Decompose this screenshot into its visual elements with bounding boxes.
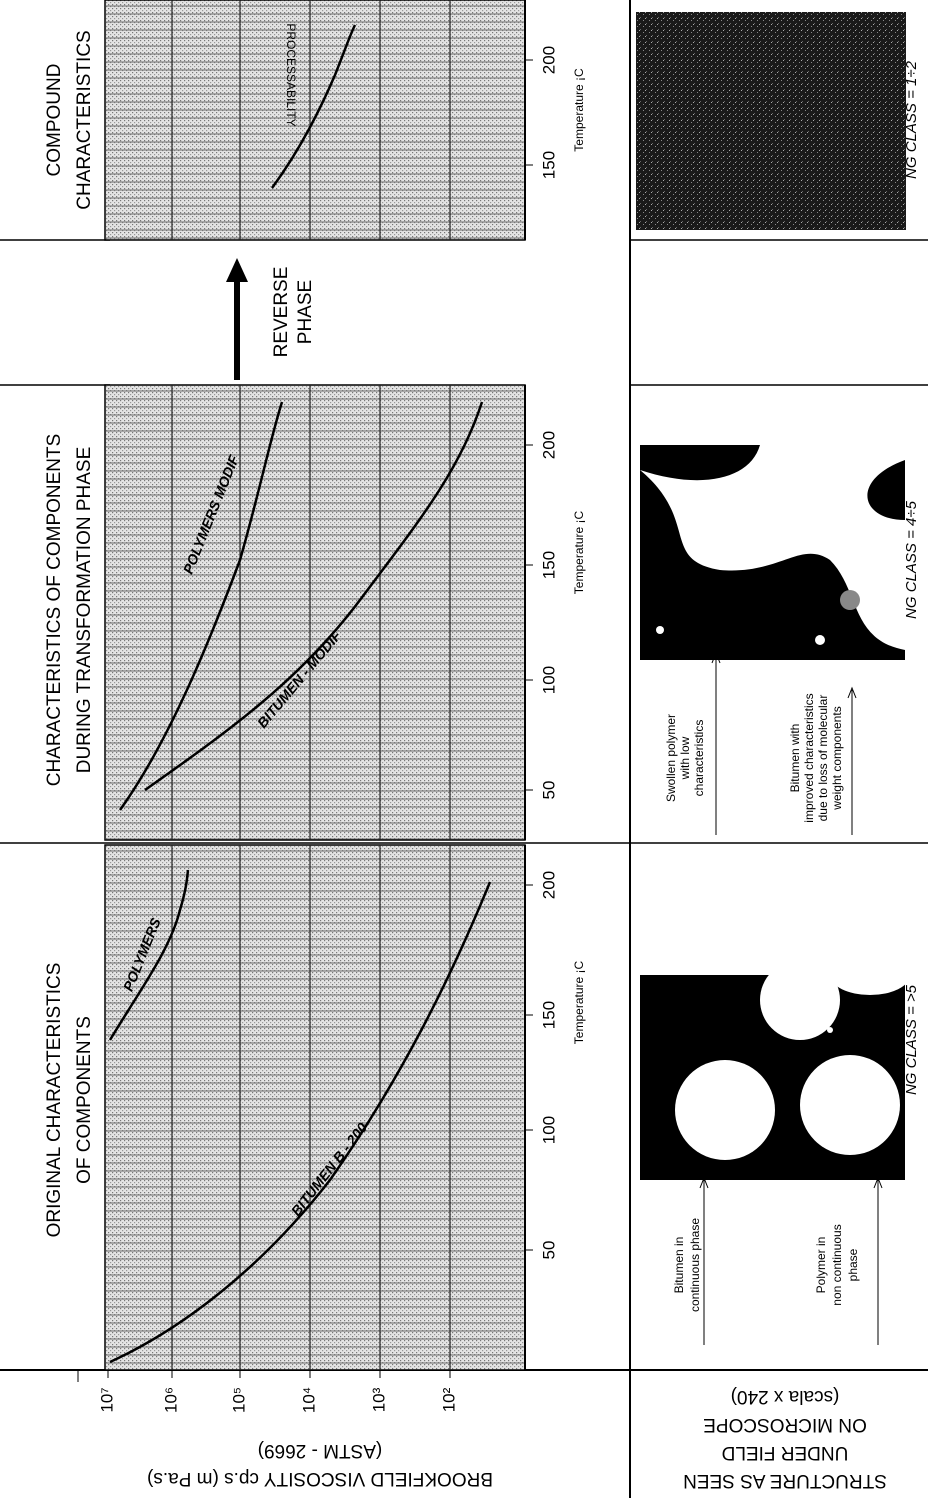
y-axis-subtitle: (ASTM - 2669) xyxy=(258,1440,383,1461)
x-axis-label: Temperature ¡C xyxy=(572,510,586,594)
panel-title: CHARACTERISTICS xyxy=(74,30,95,209)
bracket-label: PROCESSABILITY xyxy=(284,23,298,126)
ng-class: NG CLASS = 4÷5 xyxy=(903,500,920,619)
panel-title: DURING TRANSFORMATION PHASE xyxy=(74,447,95,774)
note: phase xyxy=(846,1248,860,1281)
x-tick-label: 200 xyxy=(539,46,558,74)
x-tick-label: 50 xyxy=(539,781,558,800)
structure-label: STRUCTURE AS SEEN xyxy=(683,1470,887,1491)
note: continuous phase xyxy=(688,1218,702,1312)
y-tick-label: 10⁷ xyxy=(97,1387,116,1412)
note: Polymer in xyxy=(814,1237,828,1294)
note: Swollen polymer xyxy=(664,714,678,802)
note: characteristics xyxy=(692,720,706,797)
x-tick-label: 100 xyxy=(539,1116,558,1144)
structure-label: UNDER FIELD xyxy=(722,1442,849,1463)
x-tick-label: 50 xyxy=(539,1241,558,1260)
y-tick-label: 10² xyxy=(439,1387,458,1412)
panel-title: ORIGINAL CHARACTERISTICS xyxy=(44,963,65,1238)
note: non continuous xyxy=(830,1224,844,1305)
y-axis-title: BROOKFIELD VISCOSITY cp.s (m Pa.s) xyxy=(147,1468,493,1489)
panel-title: COMPOUND xyxy=(44,64,65,177)
x-axis-label: Temperature ¡C xyxy=(572,68,586,152)
x-tick-label: 150 xyxy=(539,1001,558,1029)
note: weight components xyxy=(830,706,844,810)
y-tick-label: 10⁵ xyxy=(229,1387,248,1413)
reverse-phase-label: REVERSE xyxy=(271,267,292,358)
y-tick-label: 10⁴ xyxy=(299,1387,318,1413)
panel-title: OF COMPONENTS xyxy=(74,1016,95,1184)
y-tick-label: 10³ xyxy=(369,1387,388,1412)
y-tick-label: 10⁶ xyxy=(161,1387,180,1413)
structure-label: ON MICROSCOPE xyxy=(703,1414,867,1435)
note: Bitumen with xyxy=(788,724,802,793)
ng-class: NG CLASS = 1÷2 xyxy=(903,60,920,179)
structure-label: (scala x 240) xyxy=(731,1386,840,1407)
x-tick-label: 200 xyxy=(539,871,558,899)
note: Bitumen in xyxy=(672,1237,686,1294)
x-tick-label: 100 xyxy=(539,666,558,694)
plot-area xyxy=(105,385,525,840)
ng-class: NG CLASS = >5 xyxy=(903,984,920,1095)
x-tick-label: 150 xyxy=(539,551,558,579)
note: due to loss of molecular xyxy=(816,695,830,822)
figure: ORIGINAL CHARACTERISTICS OF COMPONENTS 50 1… xyxy=(0,0,928,1498)
reverse-phase-label: PHASE xyxy=(295,280,316,344)
x-tick-label: 150 xyxy=(539,151,558,179)
x-axis-label: Temperature ¡C xyxy=(572,960,586,1044)
note: improved characteristics xyxy=(802,693,816,822)
x-tick-label: 200 xyxy=(539,431,558,459)
note: with low xyxy=(678,736,692,780)
panel-title: CHARACTERISTICS OF COMPONENTS xyxy=(44,434,65,787)
